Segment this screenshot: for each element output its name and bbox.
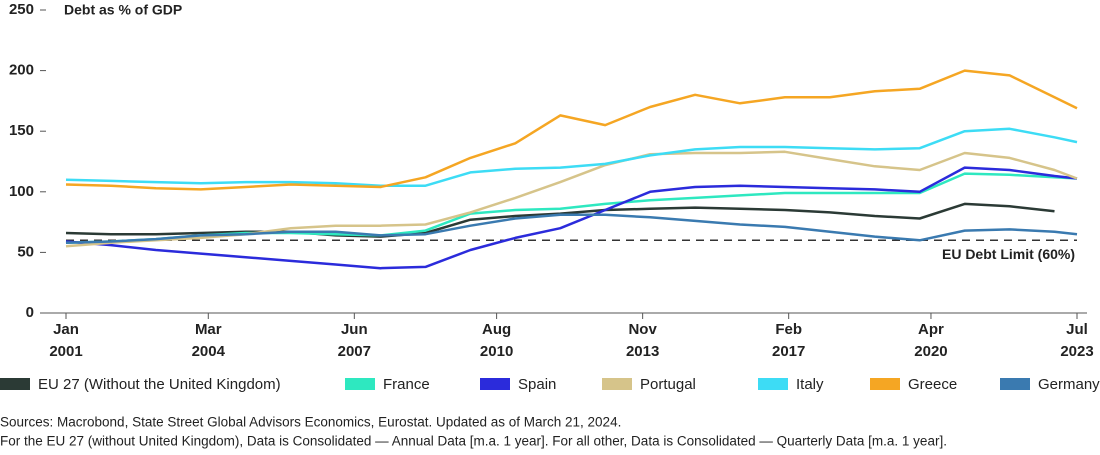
- legend-label: France: [383, 376, 430, 393]
- legend-swatch: [602, 378, 632, 390]
- legend-label: Germany: [1038, 376, 1100, 393]
- x-tick-label: Apr 2020: [914, 321, 948, 360]
- legend-swatch: [758, 378, 788, 390]
- series-line: [65, 69, 1078, 191]
- y-tick-label: 200: [9, 62, 34, 79]
- x-tick-label: Nov 2013: [625, 321, 660, 360]
- y-tick-label: 50: [17, 243, 34, 260]
- reference-label: EU Debt Limit (60%): [942, 246, 1075, 262]
- legend-label: EU 27 (Without the United Kingdom): [38, 376, 281, 393]
- legend-label: Greece: [908, 376, 957, 393]
- legend-label: Portugal: [640, 376, 696, 393]
- x-tick-label: Jun 2007: [337, 321, 371, 360]
- legend-swatch: [345, 378, 375, 390]
- series-line: [65, 213, 1078, 244]
- x-tick-label: Jul 2023: [1060, 321, 1094, 360]
- series-line: [65, 127, 1078, 187]
- series-line: [65, 166, 1078, 270]
- y-tick-label: 150: [9, 122, 34, 139]
- y-tick-label: 100: [9, 183, 34, 200]
- x-tick-label: Jan 2001: [49, 321, 83, 360]
- x-tick-label: Mar 2004: [191, 321, 225, 360]
- y-tick-label: 250: [9, 1, 34, 18]
- legend-swatch: [0, 378, 30, 390]
- legend-swatch: [870, 378, 900, 390]
- legend-label: Spain: [518, 376, 556, 393]
- note: Sources: Macrobond, State Street Global …: [0, 415, 621, 430]
- x-tick-label: Feb 2017: [771, 321, 806, 360]
- y-axis-title: Debt as % of GDP: [64, 2, 182, 18]
- note: For the EU 27 (without United Kingdom), …: [0, 434, 947, 449]
- legend-swatch: [480, 378, 510, 390]
- x-tick-label: Aug 2010: [479, 321, 514, 360]
- legend-label: Italy: [796, 376, 824, 393]
- legend-swatch: [1000, 378, 1030, 390]
- y-tick-label: 0: [26, 304, 34, 321]
